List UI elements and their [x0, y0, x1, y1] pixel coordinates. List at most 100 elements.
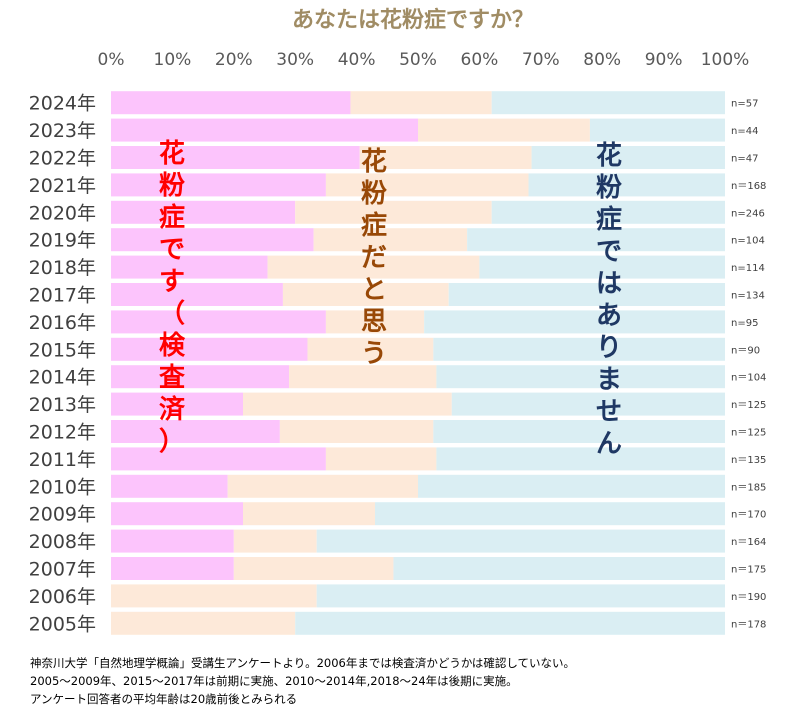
x-tick-label: 40% — [338, 50, 376, 70]
bar-segment-3 — [589, 118, 725, 142]
bar-segment-2 — [313, 228, 468, 252]
bar-segment-1 — [111, 365, 290, 389]
bar-segment-2 — [359, 146, 532, 169]
sample-size-label: n＝135 — [731, 455, 766, 466]
bar-segment-1 — [111, 420, 280, 443]
bar-segment-1 — [111, 529, 234, 553]
y-category-label: 2023年 — [29, 120, 96, 142]
bar-segment-2 — [282, 283, 449, 306]
footnote-source: 神奈川大学「自然地理学概論」受講生アンケートより。2006年までは検査済かどうか… — [30, 656, 576, 670]
sample-size-label: n＝190 — [731, 592, 766, 603]
bar-segment-1 — [111, 392, 244, 416]
y-category-label: 2014年 — [29, 367, 96, 389]
bar-segment-1 — [111, 502, 244, 526]
sample-size-label: n=104 — [731, 236, 765, 247]
sample-size-label: n=246 — [731, 208, 765, 219]
bar-segment-1 — [111, 255, 268, 279]
bar-segment-3 — [479, 255, 725, 279]
x-tick-label: 60% — [461, 50, 499, 70]
x-tick-label: 90% — [645, 50, 683, 70]
bar-segment-1 — [111, 557, 234, 580]
series-label-2: 花粉症だと思う — [361, 147, 387, 369]
bar-segment-1 — [111, 283, 283, 306]
y-category-label: 2010年 — [29, 476, 96, 498]
y-category-label: 2020年 — [29, 202, 96, 224]
bar-segment-1 — [111, 118, 418, 142]
x-tick-label: 80% — [583, 50, 621, 70]
bar-segment-2 — [325, 447, 437, 471]
y-category-label: 2019年 — [29, 230, 96, 252]
x-tick-label: 30% — [276, 50, 314, 70]
bar-segment-1 — [111, 310, 326, 334]
bar-segment-3 — [528, 173, 725, 197]
sample-size-label: n＝104 — [731, 373, 766, 384]
bar-segment-3 — [531, 146, 725, 169]
sample-size-label: n＝125 — [731, 400, 766, 411]
bar-segment-3 — [436, 365, 725, 389]
sample-size-label: n＝168 — [731, 181, 766, 192]
y-axis-labels: 2024年 2023年 2022年 2021年 2020年 2019年 2018年 2017年… — [29, 93, 96, 636]
bar-segment-1 — [111, 173, 326, 197]
bar-segment-3 — [424, 310, 725, 334]
bar-segment-3 — [448, 283, 725, 306]
bar-segment-2 — [111, 584, 317, 608]
bar-segment-2 — [233, 529, 317, 553]
y-category-label: 2013年 — [29, 394, 96, 416]
footnote-age: アンケート回答者の平均年齢は20歳前後とみられる — [30, 692, 298, 706]
bar-segment-2 — [289, 365, 437, 389]
bar-segment-3 — [393, 557, 725, 580]
bar-segment-3 — [316, 584, 725, 608]
bar-segment-2 — [295, 200, 492, 224]
y-category-label: 2005年 — [29, 613, 96, 635]
y-category-label: 2012年 — [29, 422, 96, 444]
bar-segment-2 — [243, 502, 376, 526]
footnote-period: 2005～2009年、2015～2017年は前期に実施、2010～2014年,2… — [30, 674, 518, 688]
sample-size-label: n=47 — [731, 154, 758, 165]
bar-segment-3 — [436, 447, 725, 471]
sample-size-label: n=114 — [731, 263, 765, 274]
series-labels: 花粉症です（検査済） 花粉症だと思う 花粉症ではありません — [159, 139, 622, 459]
y-category-label: 2008年 — [29, 531, 96, 553]
y-category-label: 2009年 — [29, 504, 96, 526]
y-category-label: 2022年 — [29, 148, 96, 170]
y-category-label: 2011年 — [29, 449, 96, 471]
bar-segment-2 — [279, 420, 434, 443]
bar-segment-3 — [295, 611, 725, 635]
x-tick-label: 0% — [98, 50, 125, 70]
bar-segment-3 — [491, 91, 725, 115]
sample-size-label: n＝164 — [731, 537, 766, 548]
bar-segment-3 — [433, 337, 725, 361]
bar-segment-3 — [451, 392, 725, 416]
bar-segment-1 — [111, 228, 314, 252]
bar-segment-2 — [227, 474, 418, 498]
bar-segment-1 — [111, 91, 351, 115]
bar-segment-2 — [267, 255, 480, 279]
x-tick-label: 20% — [215, 50, 253, 70]
bar-segment-3 — [491, 200, 725, 224]
bar-segment-2 — [325, 173, 529, 197]
x-axis-ticks: 0% 10% 20% 30% 40% 50% 60% 70% 80% 90% 100% — [98, 50, 750, 70]
bar-segment-1 — [111, 474, 228, 498]
y-category-label: 2018年 — [29, 257, 96, 279]
bar-segment-2 — [243, 392, 452, 416]
sample-size-label: n＝185 — [731, 482, 766, 493]
bar-segment-1 — [111, 337, 308, 361]
bar-segment-2 — [350, 91, 492, 115]
y-category-label: 2016年 — [29, 312, 96, 334]
bar-segment-2 — [233, 557, 394, 580]
y-category-label: 2015年 — [29, 339, 96, 361]
sample-size-label: n=134 — [731, 291, 765, 302]
series-label-1: 花粉症です（検査済） — [159, 139, 186, 457]
x-tick-label: 10% — [154, 50, 192, 70]
bar-segment-1 — [111, 200, 296, 224]
x-tick-label: 70% — [522, 50, 560, 70]
y-category-label: 2007年 — [29, 559, 96, 581]
bar-segment-3 — [418, 474, 725, 498]
sample-size-label: n＝175 — [731, 565, 766, 576]
sample-size-label: n＝178 — [731, 619, 766, 630]
bar-segment-2 — [111, 611, 296, 635]
bar-segment-2 — [307, 337, 434, 361]
y-category-label: 2021年 — [29, 175, 96, 197]
x-tick-label: 100% — [701, 50, 750, 70]
